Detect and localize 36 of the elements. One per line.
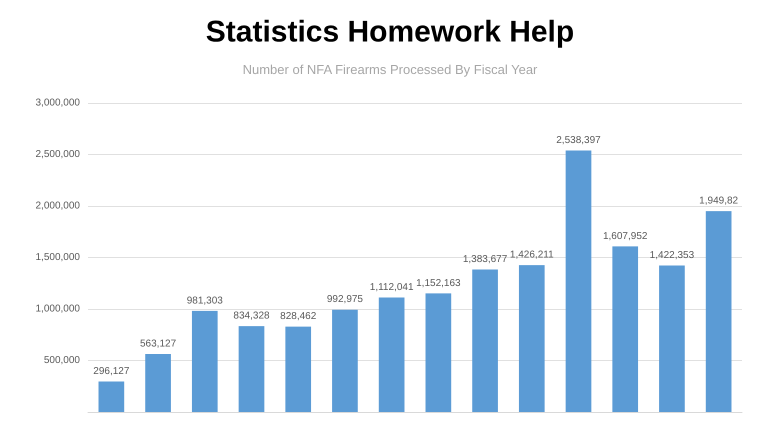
bar: [518, 265, 545, 412]
data-label: 1,607,952: [602, 230, 648, 242]
data-label: 1,426,211: [510, 250, 554, 261]
data-label: 1,422,353: [650, 250, 695, 261]
data-label: 1,112,041: [370, 282, 414, 293]
bar: [378, 297, 404, 412]
bar: [98, 382, 124, 412]
bar: [612, 246, 638, 412]
bar: [285, 326, 312, 412]
bar: [659, 266, 685, 412]
y-tick-label: 2,500,000: [36, 149, 80, 160]
data-label: 1,383,677: [462, 254, 508, 265]
bar: [145, 354, 171, 412]
chart-title: Statistics Homework Help: [206, 16, 574, 48]
bar: [706, 211, 732, 412]
bar: [426, 293, 452, 412]
bar: [566, 150, 592, 412]
data-label: 1,949,82: [699, 196, 739, 207]
data-label: 1,152,163: [416, 278, 462, 289]
y-tick-label: 2,000,000: [36, 200, 80, 212]
data-label: 981,303: [186, 295, 224, 306]
data-label: 296,127: [93, 366, 130, 377]
data-label: 563,127: [140, 338, 177, 350]
data-label: 992,975: [326, 294, 364, 306]
data-label: 828,462: [280, 311, 317, 322]
y-tick-label: 1,500,000: [36, 252, 80, 263]
y-tick-label: 500,000: [44, 355, 80, 366]
chart-subtitle: Number of NFA Firearms Processed By Fiscal Year: [242, 62, 538, 77]
data-label: 834,328: [233, 310, 270, 322]
y-tick-label: 1,000,000: [36, 304, 80, 314]
y-tick-label: 3,000,000: [36, 98, 80, 108]
bar: [472, 269, 498, 412]
bar: [192, 310, 218, 412]
data-label: 2,538,397: [556, 135, 602, 146]
bar: [332, 310, 358, 412]
bar: [238, 326, 264, 412]
